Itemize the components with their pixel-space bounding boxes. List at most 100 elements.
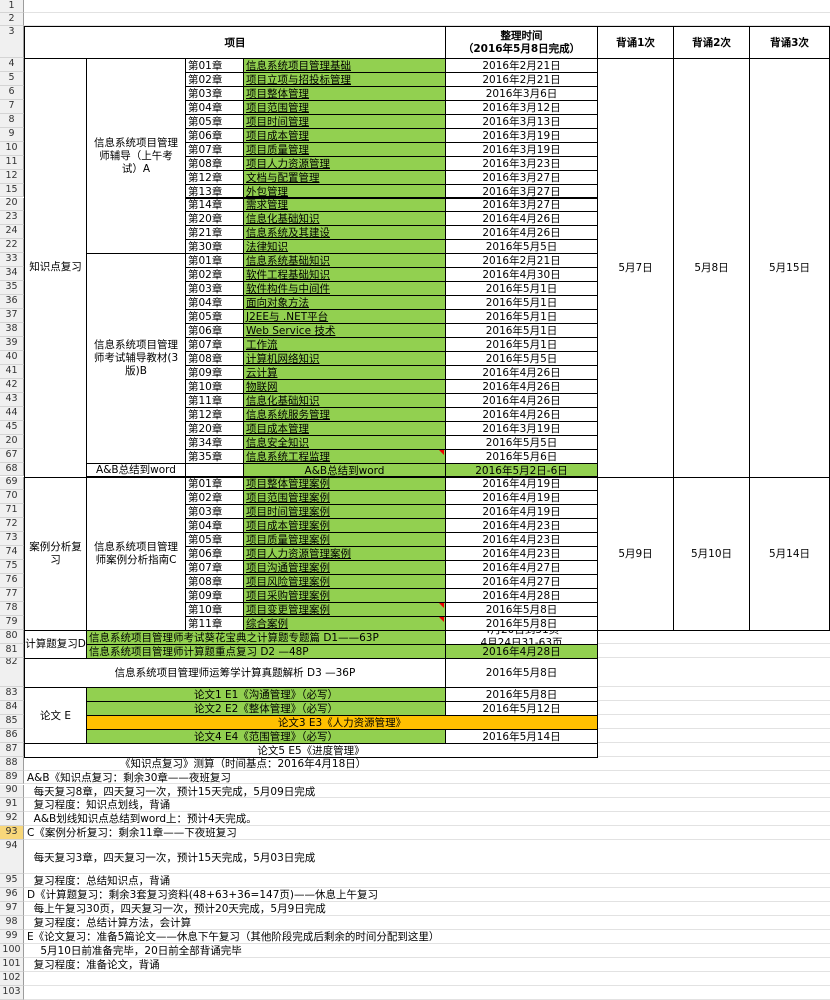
row-header[interactable]: 39 xyxy=(0,337,24,351)
row-header[interactable]: 7 xyxy=(0,99,24,114)
row-header[interactable]: 36 xyxy=(0,295,24,310)
row-header[interactable]: 82 xyxy=(0,657,24,687)
essay-5[interactable]: 论文5 E5《进度管理》 xyxy=(24,742,598,758)
row-header[interactable]: 85 xyxy=(0,714,24,729)
row-header[interactable]: 5 xyxy=(0,71,24,86)
essay-2[interactable]: 论文2 E2《整体管理》（必写） xyxy=(86,700,446,716)
chapter-title[interactable]: 信息化基础知识 xyxy=(243,392,446,408)
row-header[interactable]: 94 xyxy=(0,840,24,875)
chapter-title[interactable]: 项目时间管理 xyxy=(243,113,446,129)
chapter-title[interactable]: 项目人力资源管理 xyxy=(243,155,446,171)
row-header[interactable]: 100 xyxy=(0,944,24,958)
row-header[interactable]: 41 xyxy=(0,364,24,379)
essay-3[interactable]: 论文3 E3《人力资源管理》 xyxy=(86,714,598,730)
row-header[interactable]: 10 xyxy=(0,141,24,156)
row-header[interactable]: 20 xyxy=(0,197,24,212)
chapter-title[interactable]: 文档与配置管理 xyxy=(243,169,446,185)
row-header[interactable]: 72 xyxy=(0,518,24,533)
chapter-title[interactable]: 需求管理 xyxy=(243,197,446,213)
row-header[interactable]: 97 xyxy=(0,902,24,917)
row-header[interactable]: 23 xyxy=(0,211,24,226)
row-header[interactable]: 15 xyxy=(0,183,24,198)
chapter-title[interactable]: 软件构件与中间件 xyxy=(243,281,446,297)
chapter-title[interactable]: 软件工程基础知识 xyxy=(243,267,446,283)
row-header[interactable]: 42 xyxy=(0,378,24,393)
row-header[interactable]: 38 xyxy=(0,323,24,337)
row-header[interactable]: 71 xyxy=(0,504,24,519)
chapter-title[interactable]: 物联网 xyxy=(243,378,446,394)
row-header[interactable]: 101 xyxy=(0,958,24,972)
chapter-title[interactable]: 信息系统基础知识 xyxy=(243,253,446,269)
row-header[interactable]: 4 xyxy=(0,58,24,72)
chapter-title[interactable]: 项目成本管理案例 xyxy=(243,518,446,534)
row-header[interactable]: 78 xyxy=(0,602,24,616)
row-header[interactable]: 93 xyxy=(0,826,24,841)
row-header[interactable]: 77 xyxy=(0,588,24,603)
row-header[interactable]: 90 xyxy=(0,784,24,799)
row-header[interactable]: 79 xyxy=(0,616,24,630)
chapter-title[interactable]: 项目范围管理 xyxy=(243,99,446,115)
row-header[interactable]: 35 xyxy=(0,281,24,296)
row-header[interactable]: 75 xyxy=(0,560,24,575)
row-header[interactable]: 45 xyxy=(0,420,24,435)
row-header[interactable]: 9 xyxy=(0,127,24,142)
chapter-title[interactable]: 项目成本管理 xyxy=(243,420,446,436)
calc-d1[interactable]: 信息系统项目管理师考试葵花宝典之计算题专题篇 D1——63P xyxy=(86,629,446,645)
row-header[interactable]: 34 xyxy=(0,267,24,282)
row-header[interactable]: 91 xyxy=(0,798,24,813)
chapter-title[interactable]: 外包管理 xyxy=(243,183,446,199)
chapter-title[interactable]: 云计算 xyxy=(243,364,446,380)
essay-4[interactable]: 论文4 E4《范围管理》（必写） xyxy=(86,728,446,744)
chapter-title[interactable]: 信息系统及其建设 xyxy=(243,225,446,241)
row-header[interactable]: 70 xyxy=(0,490,24,505)
chapter-title[interactable]: 项目立项与招投标管理 xyxy=(243,71,446,87)
chapter-title[interactable]: 项目整体管理 xyxy=(243,85,446,101)
row-header[interactable]: 11 xyxy=(0,155,24,170)
row-header[interactable]: 43 xyxy=(0,392,24,407)
chapter-title[interactable]: 面向对象方法 xyxy=(243,295,446,311)
row-header[interactable]: 84 xyxy=(0,700,24,715)
row-header[interactable]: 103 xyxy=(0,985,24,1000)
chapter-title[interactable]: 项目时间管理案例 xyxy=(243,504,446,520)
row-header[interactable]: 12 xyxy=(0,169,24,184)
row-header[interactable]: 81 xyxy=(0,643,24,658)
row-header[interactable]: 83 xyxy=(0,686,24,701)
row-header[interactable]: 74 xyxy=(0,546,24,561)
row-header[interactable]: 68 xyxy=(0,462,24,477)
chapter-title[interactable]: Web Service 技术 xyxy=(243,323,446,338)
row-header[interactable]: 24 xyxy=(0,225,24,240)
chapter-title[interactable]: 信息化基础知识 xyxy=(243,211,446,227)
row-header[interactable]: 95 xyxy=(0,874,24,889)
chapter-title[interactable]: 项目范围管理案例 xyxy=(243,490,446,506)
row-header[interactable]: 44 xyxy=(0,406,24,421)
row-header[interactable]: 8 xyxy=(0,113,24,128)
comment-indicator-icon[interactable] xyxy=(439,617,444,622)
chapter-title[interactable]: 信息系统工程监理 xyxy=(243,448,446,464)
row-header[interactable]: 89 xyxy=(0,770,24,785)
row-header[interactable]: 22 xyxy=(0,239,24,254)
row-header[interactable]: 92 xyxy=(0,812,24,827)
row-header[interactable]: 80 xyxy=(0,629,24,644)
row-header[interactable]: 88 xyxy=(0,756,24,771)
chapter-title[interactable]: 信息安全知识 xyxy=(243,434,446,450)
comment-indicator-icon[interactable] xyxy=(439,449,444,455)
row-header[interactable]: 20 xyxy=(0,434,24,449)
row-header[interactable]: 76 xyxy=(0,574,24,589)
chapter-title[interactable]: 项目人力资源管理案例 xyxy=(243,546,446,562)
chapter-title[interactable]: 项目质量管理案例 xyxy=(243,532,446,548)
comment-indicator-icon[interactable] xyxy=(439,603,444,609)
row-header[interactable]: 102 xyxy=(0,971,24,986)
row-header[interactable]: 69 xyxy=(0,476,24,491)
row-header[interactable]: 6 xyxy=(0,85,24,100)
row-header[interactable]: 33 xyxy=(0,253,24,268)
chapter-title[interactable]: 项目沟通管理案例 xyxy=(243,560,446,576)
chapter-title[interactable]: 信息系统服务管理 xyxy=(243,406,446,422)
row-header[interactable]: 67 xyxy=(0,448,24,463)
essay-1[interactable]: 论文1 E1《沟通管理》（必写） xyxy=(86,686,446,702)
chapter-title[interactable]: 项目质量管理 xyxy=(243,141,446,157)
row-header[interactable]: 40 xyxy=(0,350,24,365)
row-header[interactable]: 37 xyxy=(0,309,24,324)
calc-d2[interactable]: 信息系统项目管理师计算题重点复习 D2 —48P xyxy=(86,643,446,659)
chapter-title[interactable]: 综合案例 xyxy=(243,616,446,631)
